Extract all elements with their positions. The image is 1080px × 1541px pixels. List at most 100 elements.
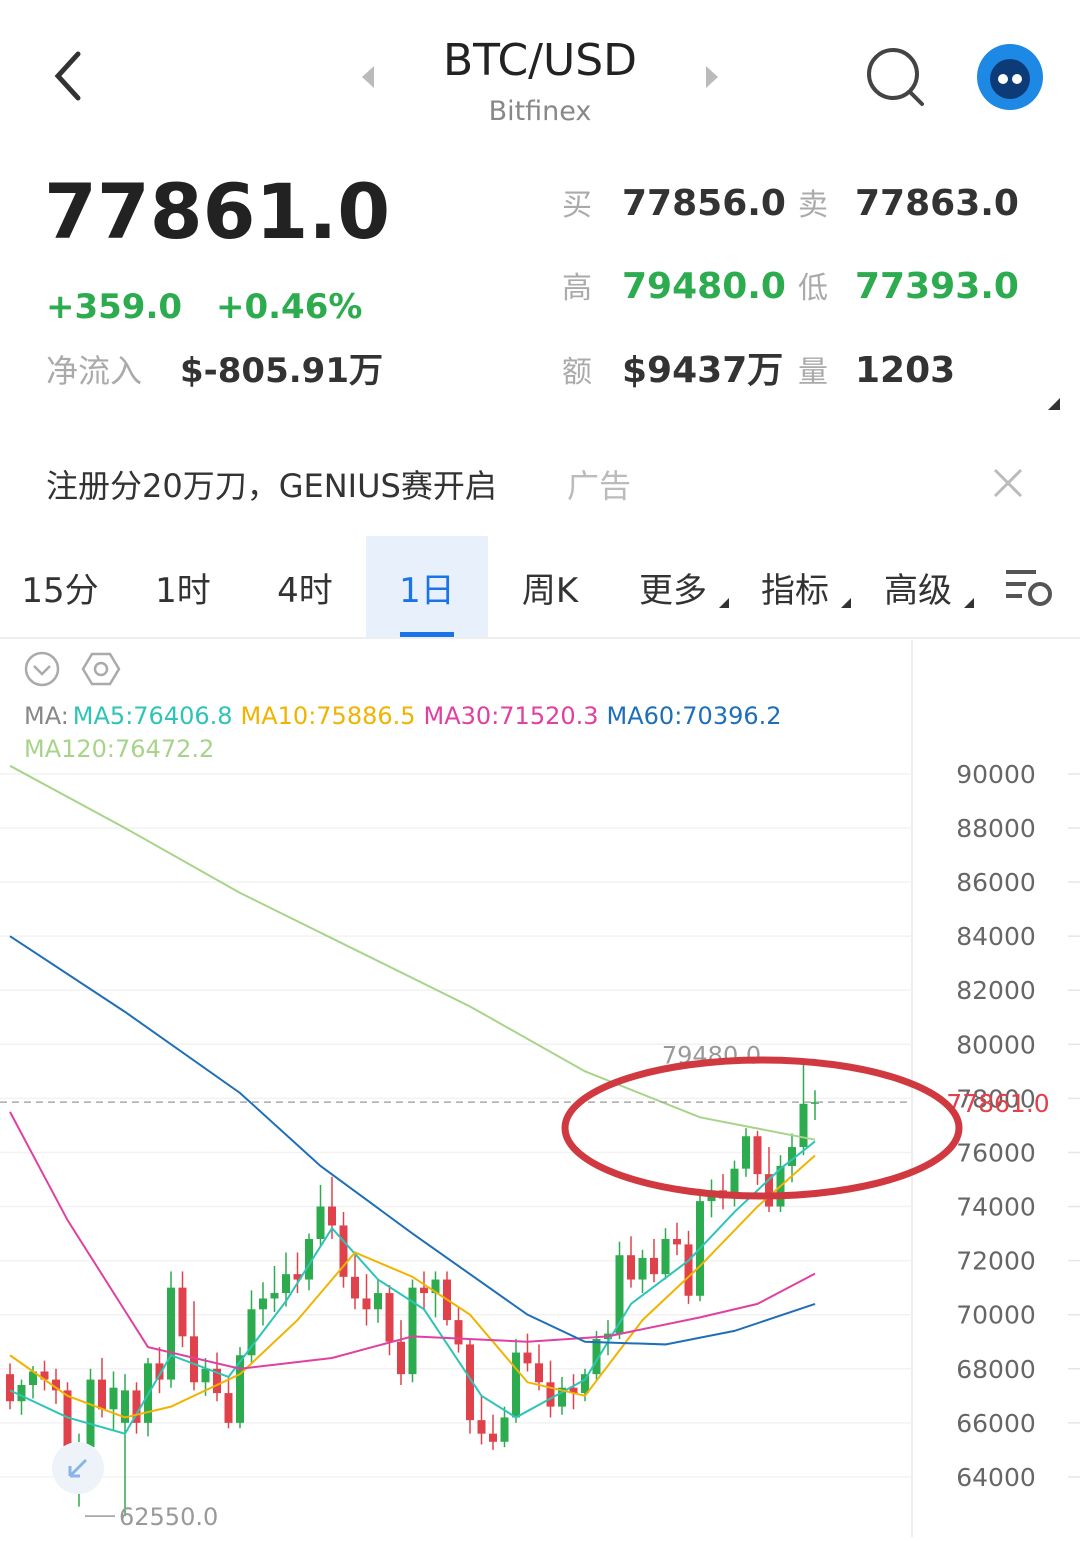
candle-body bbox=[615, 1255, 624, 1334]
candle-body bbox=[362, 1298, 371, 1310]
y-tick-label: 70000 bbox=[956, 1301, 1036, 1330]
candle-body bbox=[339, 1225, 348, 1277]
y-tick-label: 66000 bbox=[956, 1409, 1036, 1438]
tab[interactable]: 1时 bbox=[155, 571, 211, 611]
candle-body bbox=[535, 1363, 543, 1383]
dropdown-indicator bbox=[964, 598, 974, 608]
ma-line bbox=[9, 1140, 816, 1435]
stat-value: 77856.0 bbox=[622, 183, 786, 224]
candle-body bbox=[132, 1390, 141, 1423]
timeframe-tabs: 15分 1时 4时 1日 周K 更多 指标 高级 bbox=[21, 571, 974, 611]
close-ad[interactable] bbox=[993, 468, 1023, 498]
candle-body bbox=[316, 1206, 325, 1239]
stat-value: 79480.0 bbox=[622, 266, 786, 307]
candle-body bbox=[6, 1374, 14, 1402]
collapse-button[interactable] bbox=[24, 651, 60, 687]
y-tick-label: 80000 bbox=[956, 1030, 1036, 1059]
stats: 买 77856.0 卖 77863.0 高 79480.0 低 77393.0 额 $9437万量… bbox=[562, 183, 1019, 391]
candle-body bbox=[155, 1363, 164, 1380]
candle-body bbox=[408, 1287, 417, 1375]
chart-settings[interactable] bbox=[1006, 570, 1052, 606]
candle-body bbox=[512, 1352, 520, 1418]
avatar[interactable] bbox=[977, 44, 1043, 110]
stat-value: 1203 bbox=[855, 350, 955, 391]
y-tick-label: 82000 bbox=[956, 976, 1036, 1005]
net-inflow-value: $-805.91万 bbox=[180, 351, 383, 391]
expand-indicator[interactable] bbox=[1048, 398, 1060, 410]
candle-body bbox=[236, 1355, 244, 1423]
search-button[interactable] bbox=[867, 48, 924, 106]
tab[interactable]: 更多 bbox=[639, 571, 707, 611]
tab[interactable]: 周K bbox=[522, 571, 580, 611]
candle-body bbox=[29, 1371, 37, 1385]
legend-entry: MA120:76472.2 bbox=[24, 735, 214, 763]
stat-value: 77863.0 bbox=[855, 183, 1019, 224]
y-tick-label: 68000 bbox=[956, 1355, 1036, 1384]
prev-pair[interactable] bbox=[362, 66, 374, 88]
candle-body bbox=[420, 1287, 428, 1294]
tab[interactable]: 15分 bbox=[21, 571, 98, 611]
stat-value: $9437万 bbox=[622, 350, 783, 391]
y-tick-label: 78000 bbox=[956, 1084, 1036, 1113]
exchange-name: Bitfinex bbox=[489, 96, 592, 127]
candle-body bbox=[765, 1174, 773, 1207]
ma-line bbox=[9, 1111, 816, 1370]
tab[interactable]: 4时 bbox=[277, 571, 333, 611]
dropdown-indicator bbox=[719, 598, 729, 608]
legend-prefix: MA: bbox=[24, 702, 69, 730]
tab[interactable]: 指标 bbox=[761, 571, 829, 611]
y-tick-label: 90000 bbox=[956, 760, 1036, 789]
ad-tag: 广告 bbox=[567, 467, 631, 505]
candle-body bbox=[40, 1371, 49, 1380]
y-tick-label: 88000 bbox=[956, 814, 1036, 843]
candle-body bbox=[592, 1339, 601, 1375]
candle-body bbox=[63, 1390, 72, 1464]
candle-body bbox=[259, 1298, 267, 1310]
stat-value: 77393.0 bbox=[855, 266, 1019, 307]
candle-body bbox=[489, 1433, 497, 1442]
candle-body bbox=[581, 1374, 589, 1394]
candle-body bbox=[201, 1368, 210, 1383]
y-tick-label: 86000 bbox=[956, 868, 1036, 897]
legend-entry: MA30:71520.3 bbox=[424, 702, 599, 730]
y-tick-label: 74000 bbox=[956, 1193, 1036, 1222]
candle-body bbox=[86, 1379, 95, 1448]
candle-body bbox=[431, 1279, 440, 1294]
candle-body bbox=[569, 1387, 578, 1394]
ma-settings[interactable] bbox=[81, 652, 121, 686]
candle-body bbox=[730, 1168, 739, 1199]
candle-body bbox=[109, 1387, 118, 1410]
active-tab-bg bbox=[366, 536, 488, 638]
next-pair[interactable] bbox=[706, 66, 718, 88]
stat-label: 买 bbox=[562, 188, 592, 223]
ma-line bbox=[9, 1154, 816, 1419]
stat-label: 高 bbox=[562, 271, 592, 306]
price-change-pct: +0.46% bbox=[216, 287, 362, 327]
ma-line bbox=[9, 935, 816, 1346]
stat-label: 低 bbox=[798, 271, 828, 306]
low-label: 62550.0 bbox=[119, 1503, 218, 1531]
candle-body bbox=[247, 1309, 256, 1356]
candle-body bbox=[167, 1287, 175, 1380]
y-tick-label: 72000 bbox=[956, 1247, 1036, 1276]
tab[interactable]: 1日 bbox=[399, 571, 455, 611]
tab[interactable]: 高级 bbox=[884, 571, 952, 611]
candle-body bbox=[477, 1420, 486, 1434]
active-tab-underline bbox=[400, 632, 454, 638]
candle-body bbox=[305, 1238, 313, 1280]
candle-body bbox=[500, 1417, 509, 1442]
back-button[interactable] bbox=[54, 51, 81, 101]
candle-body bbox=[661, 1238, 670, 1275]
ad-text[interactable]: 注册分20万刀，GENIUS赛开启 bbox=[46, 467, 497, 505]
candle-body bbox=[454, 1320, 463, 1345]
stat-label: 卖 bbox=[798, 188, 828, 223]
candle-body bbox=[98, 1379, 106, 1410]
candle-body bbox=[224, 1393, 233, 1423]
candle-body bbox=[374, 1293, 382, 1310]
candle-body bbox=[213, 1368, 221, 1394]
jump-latest[interactable] bbox=[52, 1442, 104, 1494]
net-inflow-label: 净流入 bbox=[46, 352, 142, 390]
candle-body bbox=[558, 1387, 566, 1407]
